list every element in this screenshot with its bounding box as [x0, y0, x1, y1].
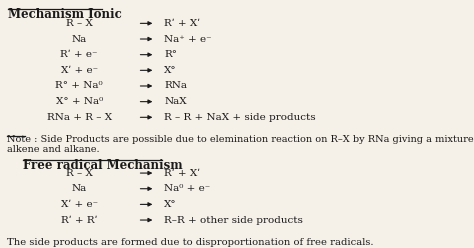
Text: Mechanism Ionic: Mechanism Ionic: [9, 8, 122, 21]
Text: X°: X°: [164, 200, 177, 209]
Text: Na: Na: [72, 184, 87, 193]
Text: RNa: RNa: [164, 82, 187, 91]
Text: R – R + NaX + side products: R – R + NaX + side products: [164, 113, 316, 122]
Text: Rʹ + Xʹ: Rʹ + Xʹ: [164, 169, 201, 178]
Text: X°: X°: [164, 66, 177, 75]
Text: X° + Na⁰: X° + Na⁰: [55, 97, 103, 106]
Text: Na⁰ + e⁻: Na⁰ + e⁻: [164, 184, 210, 193]
Text: RNa + R – X: RNa + R – X: [46, 113, 112, 122]
Text: Free radical Mechanism: Free radical Mechanism: [23, 159, 182, 172]
Text: Xʹ + e⁻: Xʹ + e⁻: [61, 66, 98, 75]
Text: Note : Side Products are possible due to elemination reaction on R–X by RNa givi: Note : Side Products are possible due to…: [7, 135, 474, 154]
Text: Xʹ + e⁻: Xʹ + e⁻: [61, 200, 98, 209]
Text: R° + Na⁰: R° + Na⁰: [55, 82, 103, 91]
Text: Na⁺ + e⁻: Na⁺ + e⁻: [164, 34, 212, 43]
Text: Rʹ + e⁻: Rʹ + e⁻: [61, 50, 98, 59]
Text: The side products are formed due to disproportionation of free radicals.: The side products are formed due to disp…: [7, 238, 373, 247]
Text: R–R + other side products: R–R + other side products: [164, 216, 303, 224]
Text: R°: R°: [164, 50, 177, 59]
Text: R – X: R – X: [66, 19, 92, 28]
Text: Rʹ + Rʹ: Rʹ + Rʹ: [61, 216, 98, 224]
Text: Rʹ + Xʹ: Rʹ + Xʹ: [164, 19, 201, 28]
Text: Na: Na: [72, 34, 87, 43]
Text: NaX: NaX: [164, 97, 187, 106]
Text: R – X: R – X: [66, 169, 92, 178]
